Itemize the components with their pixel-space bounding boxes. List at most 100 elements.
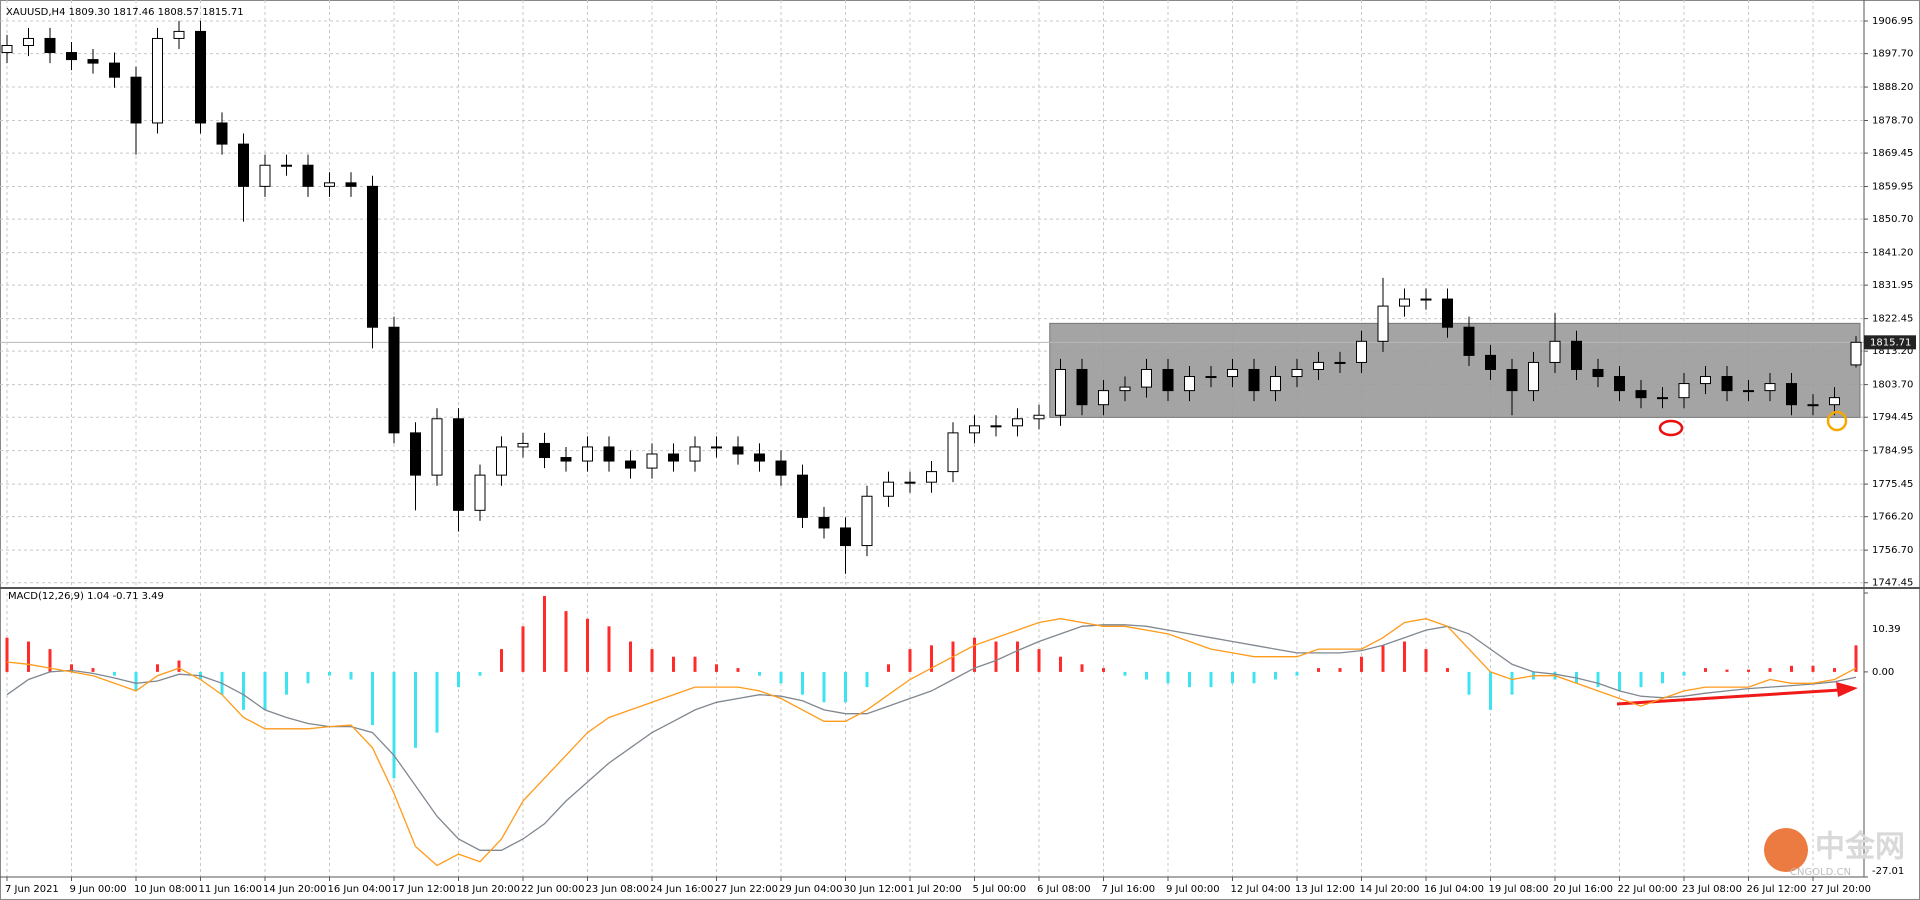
candle-body: [1743, 390, 1754, 393]
x-tick-label: 17 Jun 12:00: [392, 884, 456, 895]
macd-bar: [865, 671, 869, 688]
watermark-text: 中金网: [1815, 830, 1905, 865]
macd-bar: [1467, 671, 1471, 695]
y-tick-label: 1756.70: [1872, 545, 1913, 556]
macd-bar: [478, 671, 482, 676]
x-tick-label: 1 Jul 20:00: [908, 884, 962, 895]
grid-layer: [0, 0, 1864, 877]
candle-body: [603, 446, 615, 462]
macd-bar: [736, 668, 740, 672]
macd-bar: [306, 671, 310, 684]
candle-body: [1528, 361, 1539, 392]
x-tick-label: 7 Jul 16:00: [1102, 884, 1156, 895]
macd-bar: [500, 649, 503, 672]
macd-bar: [973, 637, 976, 672]
candle-body: [87, 59, 99, 64]
macd-bar: [27, 641, 30, 672]
macd-bar: [1854, 645, 1858, 672]
macd-bar: [1381, 645, 1385, 672]
last-price-box: [1864, 335, 1916, 350]
macd-bar: [1016, 641, 1019, 672]
x-tick-label: 16 Jun 04:00: [328, 884, 392, 895]
macd-bar: [672, 656, 675, 672]
macd-bar: [1123, 671, 1127, 676]
macd-bar: [1747, 669, 1750, 672]
macd-bar: [263, 671, 267, 710]
macd-bar: [5, 637, 9, 672]
candle-body: [1635, 390, 1647, 399]
candle-body: [1055, 368, 1066, 416]
macd-bar: [285, 671, 288, 695]
candle-body: [238, 143, 249, 187]
macd-bar: [758, 671, 761, 676]
macd-bar: [822, 671, 826, 703]
candle-body: [1162, 368, 1174, 392]
candle-body: [840, 527, 851, 547]
candle-body: [1119, 386, 1131, 392]
candle-body: [1356, 340, 1367, 363]
candle-body: [1657, 397, 1668, 400]
candle-body: [1463, 326, 1475, 356]
y-tick-label: 1747.45: [1872, 578, 1913, 589]
macd-bar: [1790, 665, 1793, 672]
x-tick-label: 5 Jul 00:00: [973, 884, 1027, 895]
x-tick-label: 22 Jul 00:00: [1618, 884, 1678, 895]
candle-body: [1313, 361, 1324, 370]
x-tick-label: 27 Jun 22:00: [715, 884, 779, 895]
x-tick-label: 11 Jun 16:00: [199, 884, 263, 895]
macd-bar: [1510, 671, 1514, 695]
candle-body: [517, 442, 529, 448]
candle-body: [259, 164, 271, 187]
y-tick-label: 1897.70: [1872, 49, 1913, 60]
macd-bar: [113, 671, 116, 676]
macd-bar: [1360, 656, 1363, 672]
candle-body: [797, 474, 808, 518]
macd-bar: [994, 641, 998, 672]
macd-bar: [242, 671, 245, 710]
candle-body: [173, 30, 185, 39]
candle-body: [947, 432, 959, 473]
macd-bar: [1274, 671, 1277, 680]
macd-bar: [887, 664, 890, 672]
candle-body: [689, 446, 701, 462]
macd-bar: [844, 671, 847, 703]
candle-body: [1549, 340, 1561, 363]
candle-body: [1012, 418, 1023, 427]
candle-body: [345, 182, 357, 187]
macd-bar: [1037, 649, 1041, 672]
y-tick-label: 1888.20: [1872, 82, 1913, 93]
candle-body: [560, 457, 572, 462]
y-tick-label: 1906.95: [1872, 16, 1913, 27]
macd-bar: [564, 611, 568, 672]
y-tick-label: 1859.95: [1872, 182, 1913, 193]
macd-bar: [1295, 671, 1299, 676]
macd-bar: [349, 671, 353, 680]
range-box: [1049, 322, 1861, 418]
candle-body: [818, 516, 830, 529]
x-tick-label: 23 Jul 08:00: [1682, 884, 1742, 895]
macd-bar: [177, 660, 181, 672]
last-price-label: 1815.71: [1870, 337, 1911, 348]
macd-label: MACD(12,26,9) 1.04 -0.71 3.49: [8, 591, 164, 602]
watermark-logo: [1764, 828, 1808, 872]
candle-body: [410, 432, 421, 476]
x-tick-label: 14 Jun 20:00: [263, 884, 327, 895]
macd-bar: [1145, 671, 1148, 680]
y-tick-label: 1803.70: [1872, 380, 1913, 391]
candle-body: [1, 44, 13, 54]
macd-fast-line: [6, 618, 1857, 867]
candle-body: [668, 453, 679, 462]
candle-body: [1592, 368, 1604, 378]
macd-bar: [414, 671, 417, 748]
candle-body: [1506, 368, 1518, 392]
macd-bar: [1682, 671, 1686, 676]
macd-bar: [156, 664, 159, 672]
macd-bar: [1704, 668, 1707, 672]
candle-body: [1205, 376, 1217, 379]
macd-bar: [1188, 671, 1191, 688]
macd-bar: [1338, 668, 1342, 672]
macd-bar: [586, 618, 589, 672]
candle-body: [646, 453, 658, 469]
